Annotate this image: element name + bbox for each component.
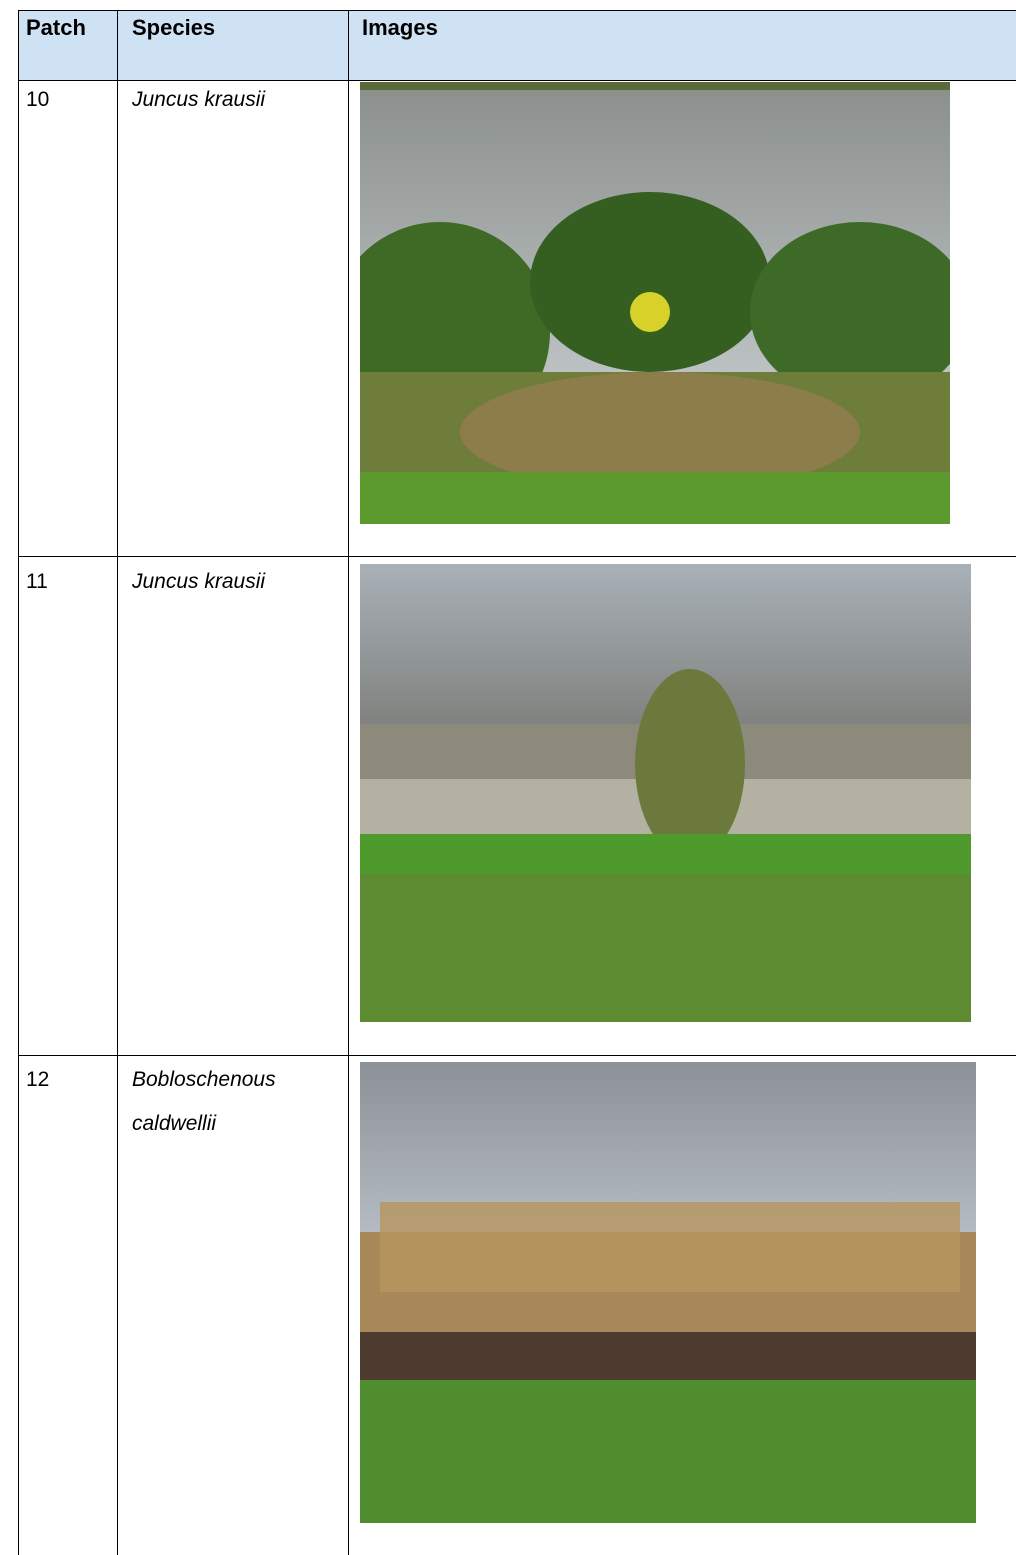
photo bbox=[360, 564, 971, 1022]
photo bbox=[360, 1062, 976, 1523]
species-cell: Juncus krausii bbox=[132, 88, 266, 111]
border bbox=[18, 10, 1016, 11]
species-cell: Juncus krausii bbox=[132, 570, 266, 593]
patch-cell: 12 bbox=[26, 1068, 50, 1091]
border bbox=[18, 1055, 1016, 1056]
header-cell: Images bbox=[362, 15, 438, 40]
patch-cell: 11 bbox=[26, 570, 48, 593]
border bbox=[18, 80, 1016, 81]
border bbox=[18, 10, 19, 1555]
header-cell: Species bbox=[132, 15, 216, 40]
photo bbox=[360, 82, 950, 524]
border bbox=[348, 10, 349, 1555]
header-row bbox=[18, 10, 1016, 80]
border bbox=[117, 10, 118, 1555]
border bbox=[18, 556, 1016, 557]
header-cell: Patch bbox=[26, 15, 86, 40]
patch-cell: 10 bbox=[26, 88, 50, 111]
species-cell: Bobloschenous caldwellii bbox=[132, 1068, 276, 1135]
